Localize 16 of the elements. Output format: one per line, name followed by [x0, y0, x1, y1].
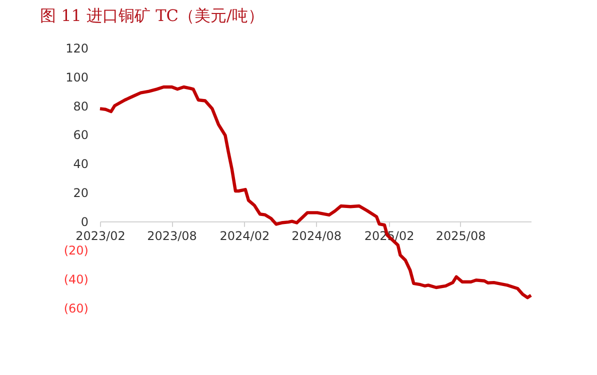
- y-tick-label: (20): [64, 244, 88, 258]
- chart-title: 图 11 进口铜矿 TC（美元/吨）: [40, 6, 264, 25]
- y-tick-label: (60): [64, 302, 88, 316]
- x-tick-label: 2025/08: [436, 228, 486, 243]
- x-tick-label: 2024/08: [292, 228, 342, 243]
- y-tick-label: 60: [73, 128, 88, 142]
- x-tick-label: 2023/02: [76, 228, 126, 243]
- x-tick-label: 2023/08: [147, 228, 197, 243]
- y-tick-label: 40: [73, 157, 88, 172]
- y-tick-label: 100: [66, 70, 88, 84]
- y-tick-label: 80: [73, 99, 88, 114]
- y-tick-label: 0: [80, 214, 88, 229]
- y-tick-label: 20: [73, 186, 88, 200]
- y-tick-label: 120: [66, 42, 88, 56]
- y-tick-label: (40): [64, 272, 88, 287]
- x-tick-label: 2024/02: [220, 228, 270, 243]
